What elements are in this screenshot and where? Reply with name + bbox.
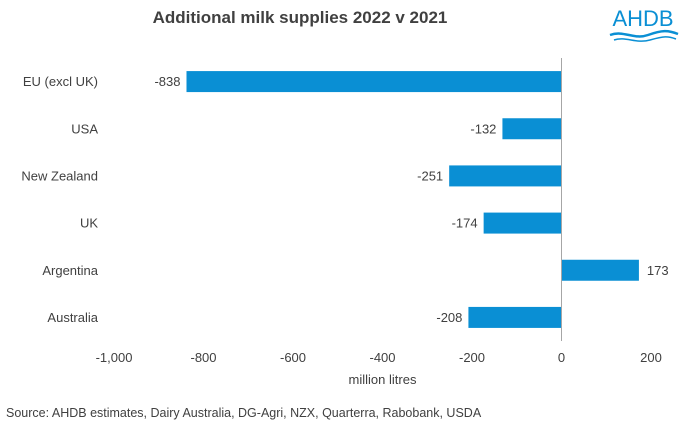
bar [468, 306, 562, 328]
bar [449, 165, 562, 187]
x-tick-label: -200 [459, 350, 485, 365]
chart-title: Additional milk supplies 2022 v 2021 [152, 8, 448, 27]
data-label: 173 [647, 263, 669, 278]
x-tick-label: 200 [640, 350, 662, 365]
bar [483, 212, 562, 234]
category-label: Argentina [42, 263, 98, 278]
x-tick-label: -400 [369, 350, 395, 365]
x-tick-label: -1,000 [96, 350, 133, 365]
data-label: -132 [470, 121, 496, 136]
category-label: EU (excl UK) [23, 74, 98, 89]
x-axis-title: million litres [349, 372, 417, 387]
x-tick-label: 0 [558, 350, 565, 365]
data-label: -174 [452, 216, 478, 231]
logo-wave [609, 29, 679, 38]
bar [561, 259, 639, 281]
category-label: UK [80, 216, 98, 231]
ahdb-logo: AHDB [609, 6, 679, 42]
logo-text: AHDB [612, 6, 673, 31]
category-label: USA [71, 121, 98, 136]
bar [502, 118, 562, 140]
data-label: -251 [417, 168, 443, 183]
data-label: -208 [436, 310, 462, 325]
category-label: Australia [47, 310, 98, 325]
bar [186, 71, 562, 93]
x-tick-label: -600 [280, 350, 306, 365]
x-tick-label: -800 [190, 350, 216, 365]
source-note: Source: AHDB estimates, Dairy Australia,… [6, 406, 482, 420]
category-label: New Zealand [21, 168, 98, 183]
logo-wave [613, 36, 677, 42]
data-label: -838 [154, 74, 180, 89]
